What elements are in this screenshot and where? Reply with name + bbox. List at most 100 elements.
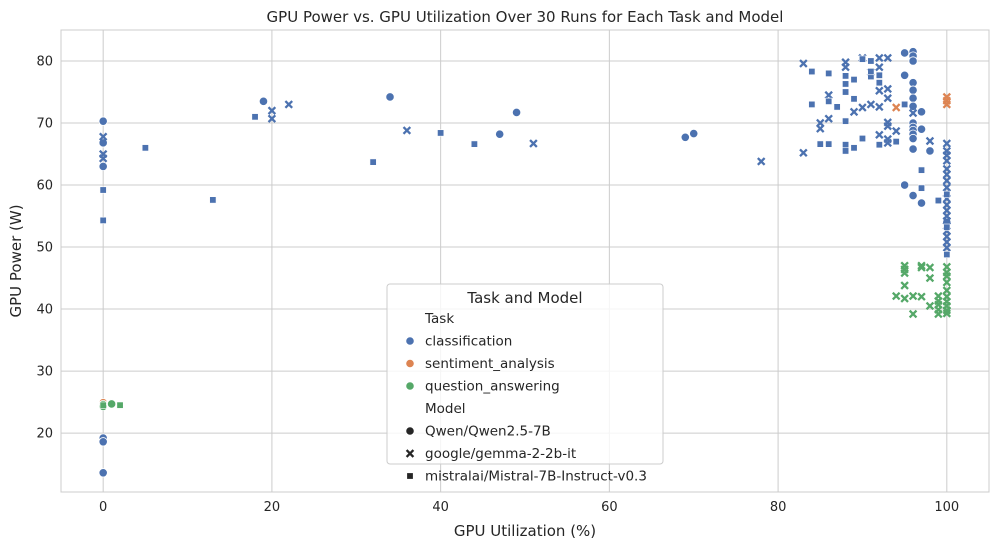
data-point (934, 197, 942, 205)
legend: Task and Model Task Model classification… (386, 283, 664, 485)
data-point (943, 223, 951, 231)
data-point (900, 294, 909, 303)
data-point (900, 48, 910, 58)
data-point (942, 176, 952, 185)
data-point (867, 68, 875, 76)
legend-label: classification (425, 334, 512, 350)
data-point (916, 198, 927, 208)
data-point (850, 144, 858, 152)
data-point (875, 130, 884, 140)
data-point (908, 56, 918, 66)
data-point (942, 170, 952, 179)
legend-marker (405, 381, 415, 391)
data-point (875, 62, 884, 72)
data-point (908, 291, 918, 301)
y-tick-label: 20 (36, 427, 53, 442)
legend-task-header: Task (424, 311, 454, 327)
data-point (883, 121, 892, 131)
data-point (842, 147, 850, 155)
data-point (258, 96, 269, 106)
data-point (98, 132, 108, 141)
legend-label: question_answering (425, 379, 560, 395)
y-tick-label: 80 (36, 55, 53, 70)
data-point (908, 85, 918, 95)
data-point (900, 281, 909, 290)
data-point (680, 132, 690, 142)
data-point (808, 100, 816, 108)
legend-box (386, 283, 664, 465)
data-point (141, 144, 149, 152)
data-point (808, 68, 816, 76)
x-axis-label: GPU Utilization (%) (454, 522, 596, 540)
data-point (842, 88, 850, 96)
data-point (908, 108, 918, 118)
legend-marker (405, 358, 415, 369)
data-point (825, 140, 833, 148)
y-axis-label: GPU Power (W) (7, 204, 25, 317)
data-point (908, 93, 918, 103)
data-point (942, 243, 952, 252)
data-point (917, 261, 926, 270)
data-point (943, 190, 951, 198)
data-point (689, 128, 699, 139)
legend-marker (405, 336, 415, 346)
data-point (849, 107, 859, 117)
legend-entries: classification sentiment_analysis question… (405, 334, 647, 485)
data-point (934, 309, 943, 319)
data-point (891, 126, 901, 136)
data-point (842, 72, 850, 80)
data-point (98, 437, 108, 447)
data-point (942, 156, 952, 166)
data-point (816, 124, 825, 133)
data-point (867, 57, 875, 65)
legend-label: google/gemma-2-2b-it (425, 446, 576, 462)
data-point (824, 114, 833, 123)
data-point (925, 273, 935, 283)
data-point (891, 291, 901, 301)
data-point (842, 80, 850, 88)
y-tick-label: 50 (36, 241, 53, 256)
data-point (107, 399, 117, 409)
legend-title: Task and Model (466, 289, 582, 307)
x-tick-label: 80 (770, 500, 787, 515)
data-point (842, 117, 850, 125)
data-point (875, 79, 883, 87)
axes-frame (60, 29, 990, 493)
legend-label: Qwen/Qwen2.5-7B (425, 424, 551, 440)
data-point (402, 126, 412, 135)
data-point (925, 136, 935, 146)
data-point (825, 69, 833, 77)
data-point (284, 100, 293, 109)
data-point (99, 216, 107, 224)
data-point (858, 55, 866, 63)
data-point (900, 70, 910, 80)
x-tick-label: 0 (99, 500, 107, 515)
data-point (925, 263, 935, 272)
data-point (850, 95, 858, 103)
data-point (942, 309, 952, 318)
data-point (209, 196, 217, 204)
legend-marker (405, 449, 415, 458)
data-point (942, 100, 952, 109)
data-point (908, 309, 918, 319)
data-point (900, 268, 909, 278)
data-point (883, 53, 892, 63)
data-point (892, 138, 900, 146)
data-point (842, 141, 850, 149)
data-point (943, 250, 951, 258)
x-tick-label: 40 (432, 500, 449, 515)
data-point (875, 71, 883, 79)
data-point (891, 103, 901, 112)
y-tick-label: 30 (36, 365, 53, 380)
data-point (917, 292, 926, 301)
data-point (825, 97, 833, 105)
data-point (925, 146, 935, 156)
data-point (385, 92, 395, 102)
data-point (875, 53, 884, 63)
data-point (99, 401, 107, 409)
data-point (942, 139, 952, 148)
data-point (917, 263, 926, 272)
data-point (901, 100, 909, 108)
data-point (470, 140, 478, 148)
